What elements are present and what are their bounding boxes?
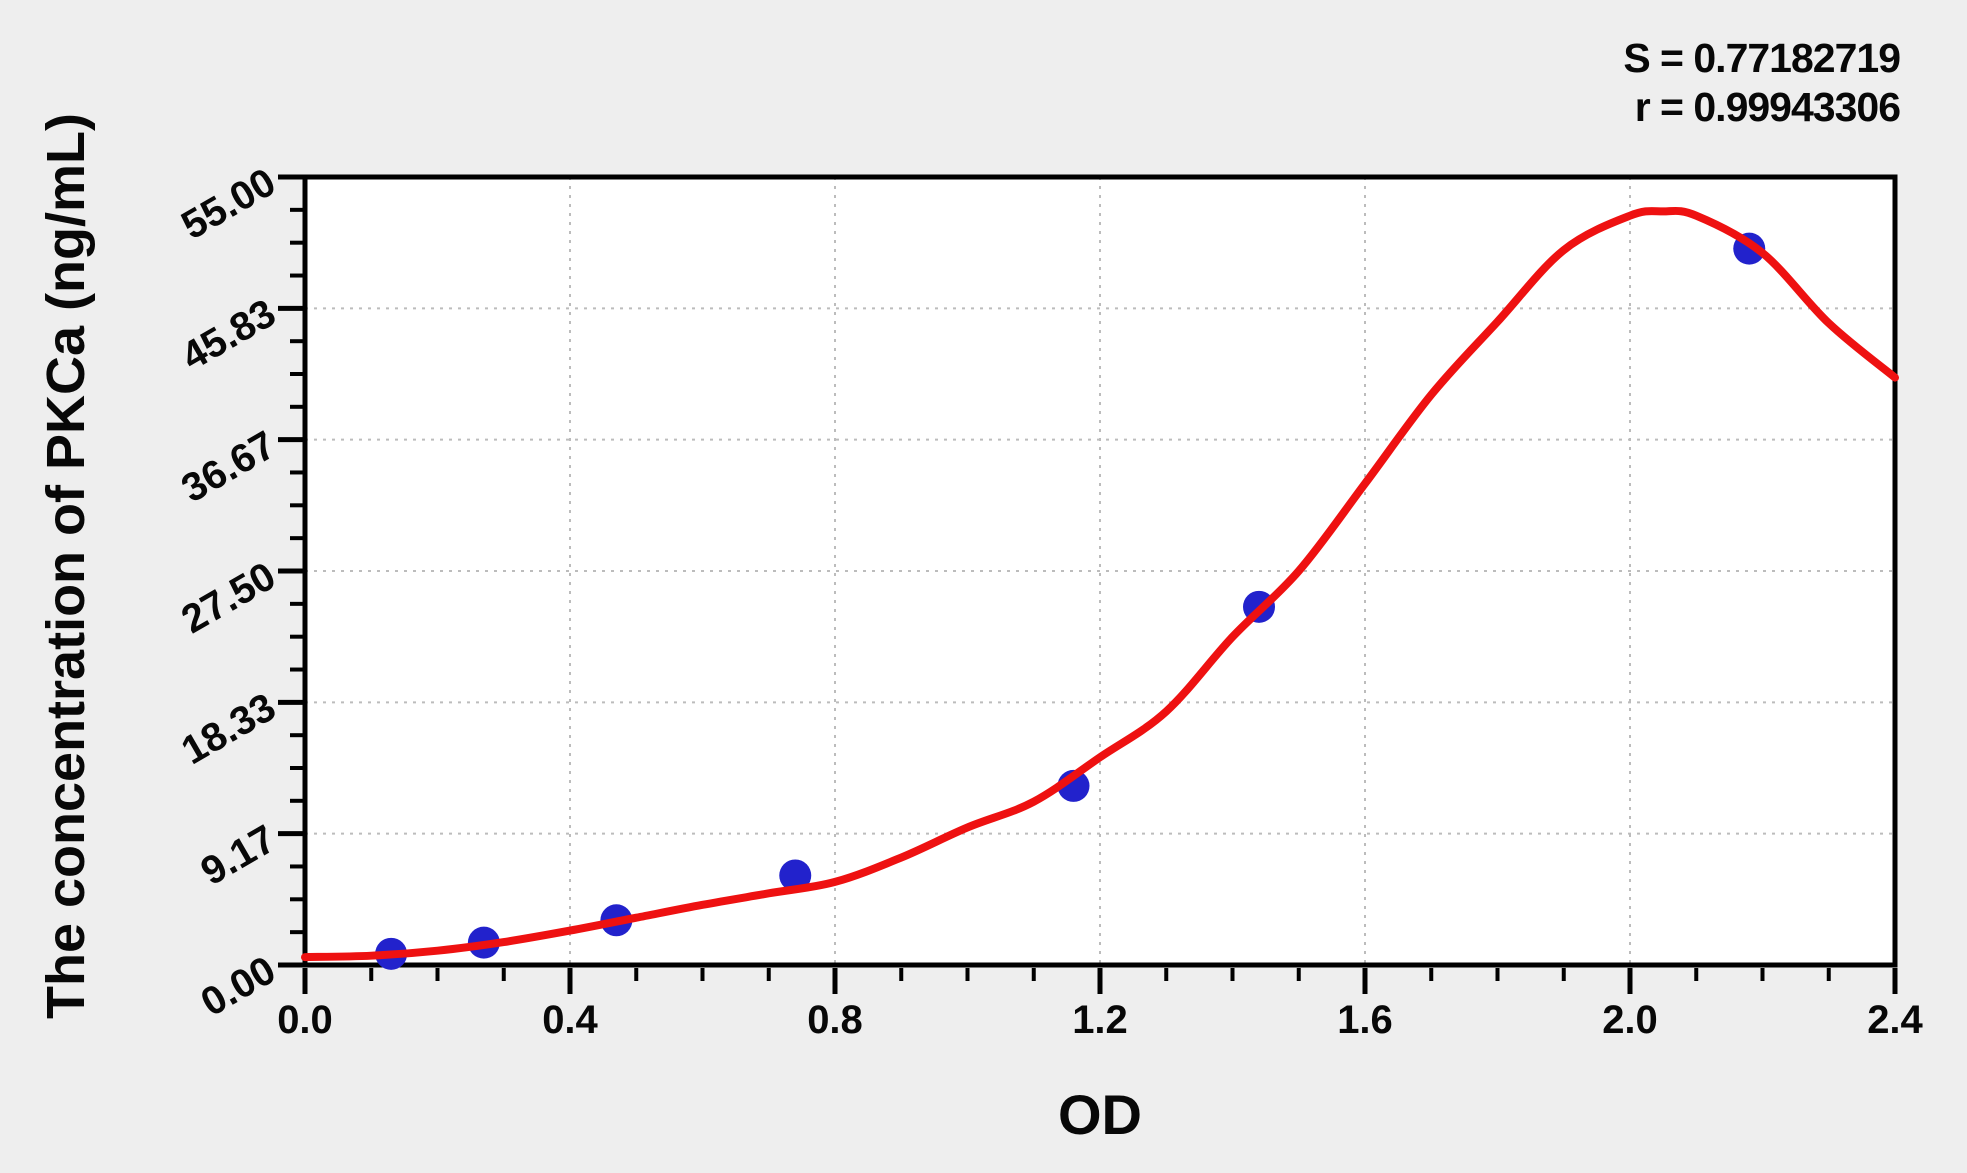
y-tick-label: 27.50 bbox=[174, 553, 283, 643]
x-tick-label: 0.4 bbox=[542, 998, 598, 1042]
y-tick-label: 45.83 bbox=[174, 291, 283, 380]
x-axis-title: OD bbox=[1058, 1083, 1142, 1146]
s-value: S = 0.77182719 bbox=[1623, 35, 1901, 81]
y-tick-label: 9.17 bbox=[193, 816, 283, 894]
x-tick-label: 0.0 bbox=[277, 998, 333, 1042]
x-tick-label: 2.4 bbox=[1867, 998, 1923, 1042]
fit-statistics: S = 0.77182719 r = 0.99943306 bbox=[1623, 34, 1901, 132]
x-tick-label: 1.2 bbox=[1072, 998, 1128, 1042]
plot-area bbox=[305, 177, 1895, 965]
y-tick-label: 18.33 bbox=[174, 685, 283, 774]
y-axis-title: The concentration of PKCa (ng/mL) bbox=[36, 112, 96, 1019]
y-tick-label: 36.67 bbox=[174, 422, 283, 511]
x-tick-label: 2.0 bbox=[1602, 998, 1658, 1042]
x-tick-label: 1.6 bbox=[1337, 998, 1393, 1042]
x-tick-label: 0.8 bbox=[807, 998, 863, 1042]
y-tick-label: 55.00 bbox=[174, 159, 283, 249]
r-value: r = 0.99943306 bbox=[1634, 84, 1901, 130]
